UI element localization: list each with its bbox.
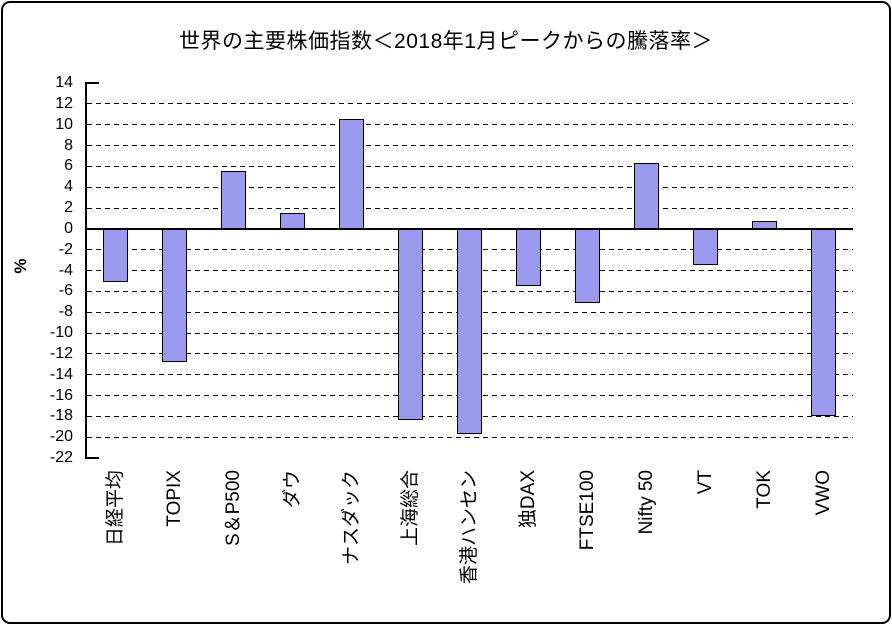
y-axis-tick-label: -16 <box>49 386 73 404</box>
x-axis-category-label: Nifty 50 <box>635 470 657 535</box>
y-axis-tick-label: -6 <box>58 282 73 300</box>
bar-独DAX <box>516 228 541 287</box>
x-axis-category-label: 香港ハンセン <box>458 470 480 585</box>
bar-香港ハンセン <box>457 228 482 435</box>
y-axis-unit-label: % <box>11 258 30 274</box>
y-axis-tick-label: 10 <box>55 115 73 133</box>
bar-ダウ <box>280 213 305 229</box>
bar-ナスダック <box>339 119 364 229</box>
bar-TOPIX <box>162 228 187 363</box>
gridline--20 <box>87 436 853 438</box>
bar-日経平均 <box>103 228 128 282</box>
x-axis-category-label: VT <box>694 470 716 495</box>
y-axis-tick-label: -10 <box>49 324 73 341</box>
x-axis-category-label: 独DAX <box>517 470 539 529</box>
bar-S＆P500 <box>221 170 246 229</box>
y-axis-tick-label: 14 <box>55 74 73 91</box>
y-axis-tick-label: 0 <box>64 219 73 237</box>
x-axis-category-label: S＆P500 <box>222 470 244 547</box>
gridline-10 <box>87 124 853 126</box>
bar-上海総合 <box>398 228 423 421</box>
bar-FTSE100 <box>575 228 600 303</box>
y-axis-tick-label: 8 <box>64 136 73 154</box>
y-axis-tick-label: -8 <box>58 303 73 321</box>
gridline-2 <box>87 207 853 209</box>
x-axis-category-label: TOK <box>753 470 775 509</box>
x-axis-category-label: ナスダック <box>340 470 362 566</box>
gridline-8 <box>87 145 853 146</box>
y-axis-tick-label: -22 <box>49 449 73 466</box>
x-axis-category-label: 上海総合 <box>399 470 421 547</box>
x-axis-category-label: VWO <box>812 470 834 516</box>
y-axis-tick <box>87 82 99 84</box>
x-axis-zero-line <box>86 227 853 230</box>
y-axis-tick-label: 2 <box>64 199 73 216</box>
y-axis-line <box>85 82 87 459</box>
y-axis-tick-label: 6 <box>64 157 73 175</box>
y-axis-tick-label: 12 <box>55 94 73 112</box>
chart-title: 世界の主要株価指数＜2018年1月ピークからの騰落率＞ <box>179 30 713 53</box>
bar-Nifty 50 <box>634 163 659 229</box>
bar-VT <box>693 228 718 266</box>
y-axis-tick-label: -20 <box>49 428 73 446</box>
x-axis-category-label: TOPIX <box>163 470 185 527</box>
y-axis-tick-label: -4 <box>58 261 73 279</box>
gridline-4 <box>87 186 853 188</box>
y-axis-tick-label: 4 <box>64 178 73 196</box>
x-axis-category-label: FTSE100 <box>576 470 598 551</box>
y-axis-tick-label: -2 <box>58 240 73 258</box>
bar-VWO <box>811 228 836 417</box>
y-axis-tick-label: -12 <box>49 344 73 362</box>
x-axis-category-label: ダウ <box>281 470 303 509</box>
gridline-12 <box>87 103 853 105</box>
y-axis-tick-label: -14 <box>49 365 73 383</box>
y-axis-tick-label: -18 <box>49 407 73 425</box>
x-axis-category-label: 日経平均 <box>104 470 126 547</box>
y-axis-tick <box>87 457 99 459</box>
gridline-6 <box>87 165 853 167</box>
